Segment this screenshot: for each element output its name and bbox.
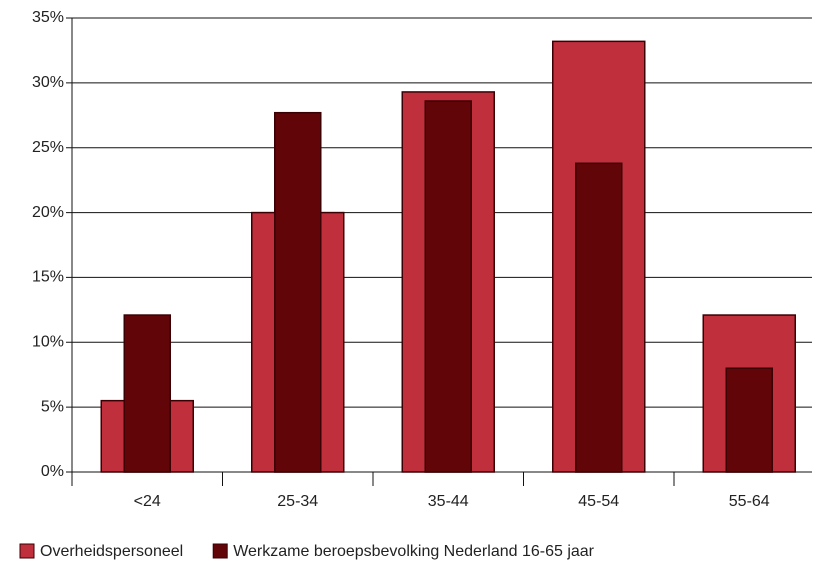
y-tick-label: 30% xyxy=(32,74,64,91)
x-tick-label: 25-34 xyxy=(277,493,318,510)
y-tick-label: 10% xyxy=(32,334,64,351)
x-tick-label: 55-64 xyxy=(729,493,770,510)
bar xyxy=(274,111,322,473)
y-tick-label: 0% xyxy=(41,463,64,480)
y-tick-label: 5% xyxy=(41,398,64,415)
y-tick-label: 20% xyxy=(32,204,64,221)
y-tick-label: 25% xyxy=(32,139,64,156)
bar xyxy=(123,314,171,473)
y-tick-label: 35% xyxy=(32,9,64,26)
x-tick-label: 35-44 xyxy=(428,493,469,510)
legend-label: Overheidspersoneel xyxy=(40,543,183,560)
legend-label: Werkzame beroepsbevolking Nederland 16-6… xyxy=(233,543,594,560)
bar xyxy=(575,162,623,473)
bar xyxy=(424,100,472,473)
legend-swatch xyxy=(19,543,35,559)
y-tick-label: 15% xyxy=(32,269,64,286)
legend-swatch xyxy=(212,543,228,559)
x-tick-label: <24 xyxy=(134,493,161,510)
x-tick-label: 45-54 xyxy=(578,493,619,510)
bar xyxy=(725,367,773,473)
